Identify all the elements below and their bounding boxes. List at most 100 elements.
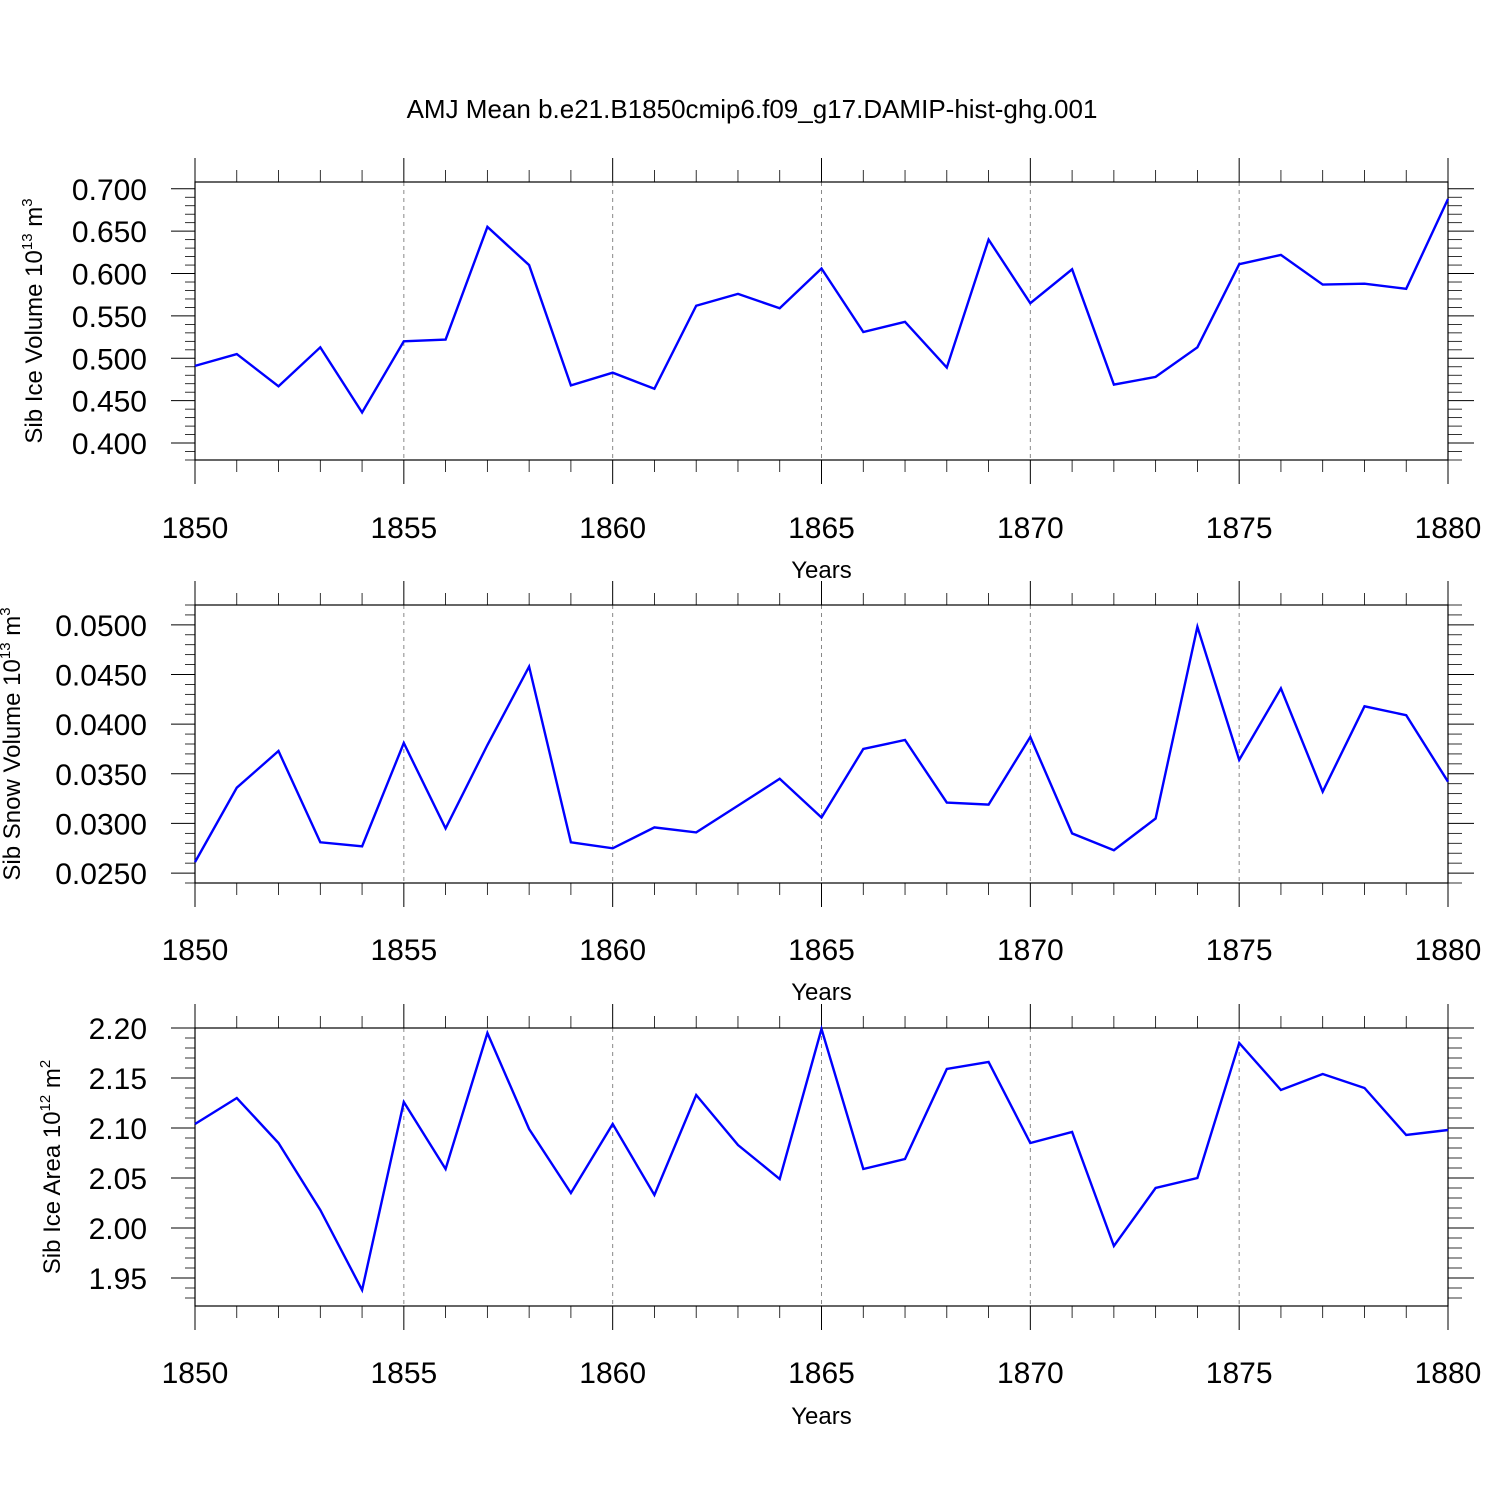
data-point: [903, 320, 907, 324]
x-tick-label: 1870: [997, 1357, 1064, 1390]
data-point: [611, 371, 615, 375]
data-point: [1362, 704, 1366, 708]
data-point: [1279, 1088, 1283, 1092]
y-axis-label-unit: m: [21, 207, 48, 234]
panel-1: 0.400 0.450 0.500 0.550 0.600 0.650 0.700 1850 1…: [19, 158, 1481, 584]
x-axis-label: Years: [791, 1403, 852, 1430]
panel-2: 0.0250 0.0300 0.0350 0.0400 0.0450 0.0500 1850…: [0, 581, 1481, 1006]
data-point: [987, 238, 991, 242]
x-axis-label: Years: [791, 979, 852, 1006]
data-point: [360, 844, 364, 848]
data-point: [1112, 1244, 1116, 1248]
y-axis-label-unit: m: [39, 1068, 66, 1095]
data-point: [861, 747, 865, 751]
data-point: [611, 846, 615, 850]
data-point: [652, 825, 656, 829]
data-point: [193, 860, 197, 864]
y-tick-label: 2.00: [89, 1213, 147, 1246]
data-point: [903, 738, 907, 742]
x-tick-label: 1870: [997, 512, 1064, 545]
y-axis-label-main: Sib Ice Volume 10: [21, 250, 48, 443]
data-point: [277, 749, 281, 753]
x-tick-label: 1880: [1415, 512, 1482, 545]
data-point: [1154, 375, 1158, 379]
y-tick-label: 0.0300: [55, 808, 147, 841]
data-point: [820, 266, 824, 270]
y-tick-label: 0.0350: [55, 759, 147, 792]
y-axis-label-unit-exponent: 3: [0, 607, 14, 615]
y-axis-label-unit: m: [0, 616, 26, 643]
data-point: [1237, 758, 1241, 762]
data-point: [1195, 625, 1199, 629]
x-tick-label: 1855: [370, 1357, 437, 1390]
data-point: [1028, 301, 1032, 305]
data-point: [527, 665, 531, 669]
y-axis-label-unit-exponent: 3: [19, 198, 36, 206]
series-line: [194, 1024, 1449, 1294]
data-point: [1362, 1086, 1366, 1090]
data-point: [820, 815, 824, 819]
data-point: [193, 364, 197, 368]
y-tick-label: 2.15: [89, 1063, 147, 1096]
data-point: [1154, 1186, 1158, 1190]
data-point: [820, 1027, 824, 1031]
data-point: [694, 1093, 698, 1097]
data-point: [652, 1193, 656, 1197]
data-point: [235, 1096, 239, 1100]
data-point: [485, 743, 489, 747]
data-point: [402, 741, 406, 745]
data-point: [861, 330, 865, 334]
data-point: [736, 804, 740, 808]
data-point: [277, 384, 281, 388]
data-point: [694, 830, 698, 834]
data-point: [444, 1167, 448, 1171]
y-tick-label: 0.0500: [55, 610, 147, 643]
figure-title: AMJ Mean b.e21.B1850cmip6.f09_g17.DAMIP-…: [407, 94, 1098, 124]
data-point: [1070, 267, 1074, 271]
x-tick-label: 1880: [1415, 934, 1482, 967]
data-point: [1404, 287, 1408, 291]
data-point: [402, 1100, 406, 1104]
x-tick-label: 1865: [788, 512, 855, 545]
data-point: [861, 1167, 865, 1171]
series-line: [193, 622, 1450, 863]
data-point: [527, 1127, 531, 1131]
data-point: [945, 366, 949, 370]
data-point: [444, 826, 448, 830]
y-tick-label: 0.650: [72, 216, 147, 249]
x-tick-label: 1855: [370, 934, 437, 967]
data-point: [778, 1177, 782, 1181]
x-tick-label: 1850: [162, 934, 229, 967]
data-point: [1321, 283, 1325, 287]
y-axis-label-exponent: 12: [37, 1095, 54, 1112]
data-point: [1446, 780, 1450, 784]
y-tick-label: 0.400: [72, 428, 147, 461]
data-point: [945, 801, 949, 805]
y-tick-label: 0.0400: [55, 709, 147, 742]
data-point: [1446, 1128, 1450, 1132]
data-point: [1279, 686, 1283, 690]
y-axis-label-exponent: 13: [0, 642, 14, 659]
data-point: [778, 777, 782, 781]
panel-3: 1.95 2.00 2.05 2.10 2.15 2.20 1850 1855 1860 1865…: [37, 1004, 1481, 1430]
y-tick-label: 2.20: [89, 1013, 147, 1046]
y-axis-label: Sib Snow Volume 1013 m3: [0, 607, 26, 880]
x-tick-label: 1860: [579, 512, 646, 545]
data-point: [1404, 713, 1408, 717]
data-point: [1279, 253, 1283, 257]
y-tick-label: 0.600: [72, 259, 147, 292]
y-tick-label: 0.0450: [55, 660, 147, 693]
data-point: [318, 840, 322, 844]
data-point: [1321, 790, 1325, 794]
data-point: [1321, 1072, 1325, 1076]
data-point: [1195, 345, 1199, 349]
data-point: [778, 306, 782, 310]
x-tick-label: 1875: [1206, 1357, 1273, 1390]
data-point: [652, 387, 656, 391]
data-point: [1362, 282, 1366, 286]
y-tick-label: 2.10: [89, 1113, 147, 1146]
x-tick-label: 1855: [370, 512, 437, 545]
